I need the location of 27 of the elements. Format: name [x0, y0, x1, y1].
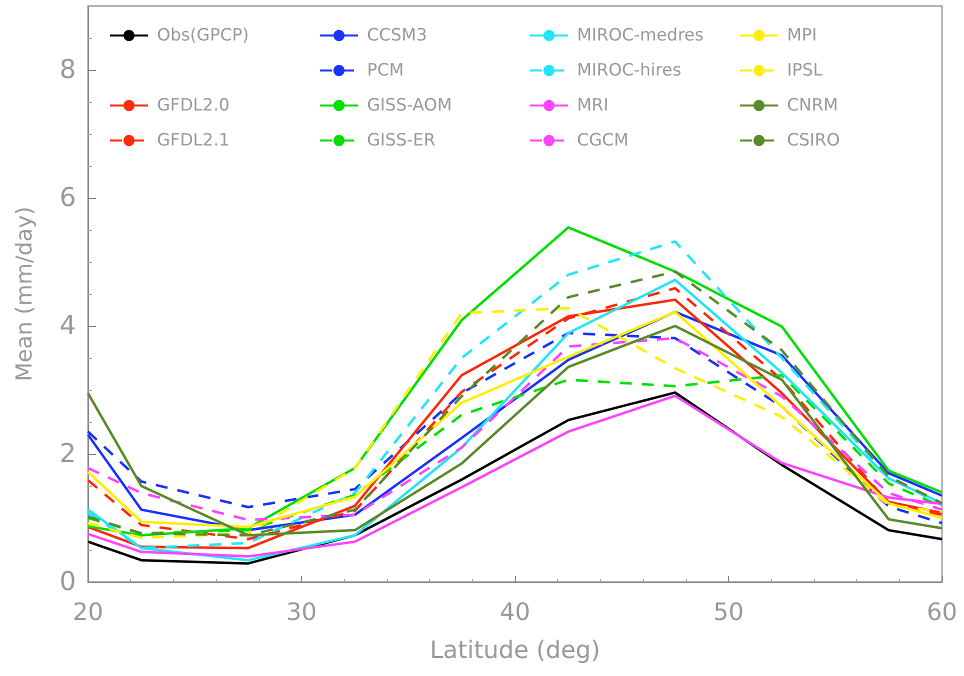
y-tick-label: 4 [59, 311, 76, 341]
legend-label: CNRM [787, 96, 838, 116]
y-tick-label: 2 [59, 439, 76, 469]
legend-label: MIROC-medres [577, 26, 704, 46]
legend-label: GISS-AOM [367, 96, 452, 116]
legend-label: MPI [787, 26, 817, 46]
y-tick-label: 6 [59, 183, 76, 213]
x-tick-label: 50 [713, 598, 744, 626]
legend-label: GFDL2.1 [157, 130, 230, 150]
legend-label: PCM [367, 60, 404, 80]
legend-label: MRI [577, 96, 608, 116]
x-tick-label: 60 [926, 598, 958, 626]
y-tick-label: 0 [59, 567, 76, 597]
legend-label: CSIRO [787, 130, 840, 150]
legend-label: GFDL2.0 [157, 96, 230, 116]
legend-label: Obs(GPCP) [157, 26, 249, 46]
x-axis-title: Latitude (deg) [430, 636, 600, 664]
legend-label: MIROC-hires [577, 60, 682, 80]
x-tick-label: 20 [72, 598, 104, 626]
y-tick-label: 8 [59, 55, 76, 85]
legend-label: CCSM3 [367, 26, 428, 46]
y-axis-title: Mean (mm/day) [12, 206, 38, 382]
x-tick-label: 40 [500, 598, 530, 626]
legend-label: CGCM [577, 130, 629, 150]
x-tick-label: 30 [286, 598, 317, 626]
legend-label: GISS-ER [367, 130, 436, 150]
legend-label: IPSL [787, 60, 824, 80]
